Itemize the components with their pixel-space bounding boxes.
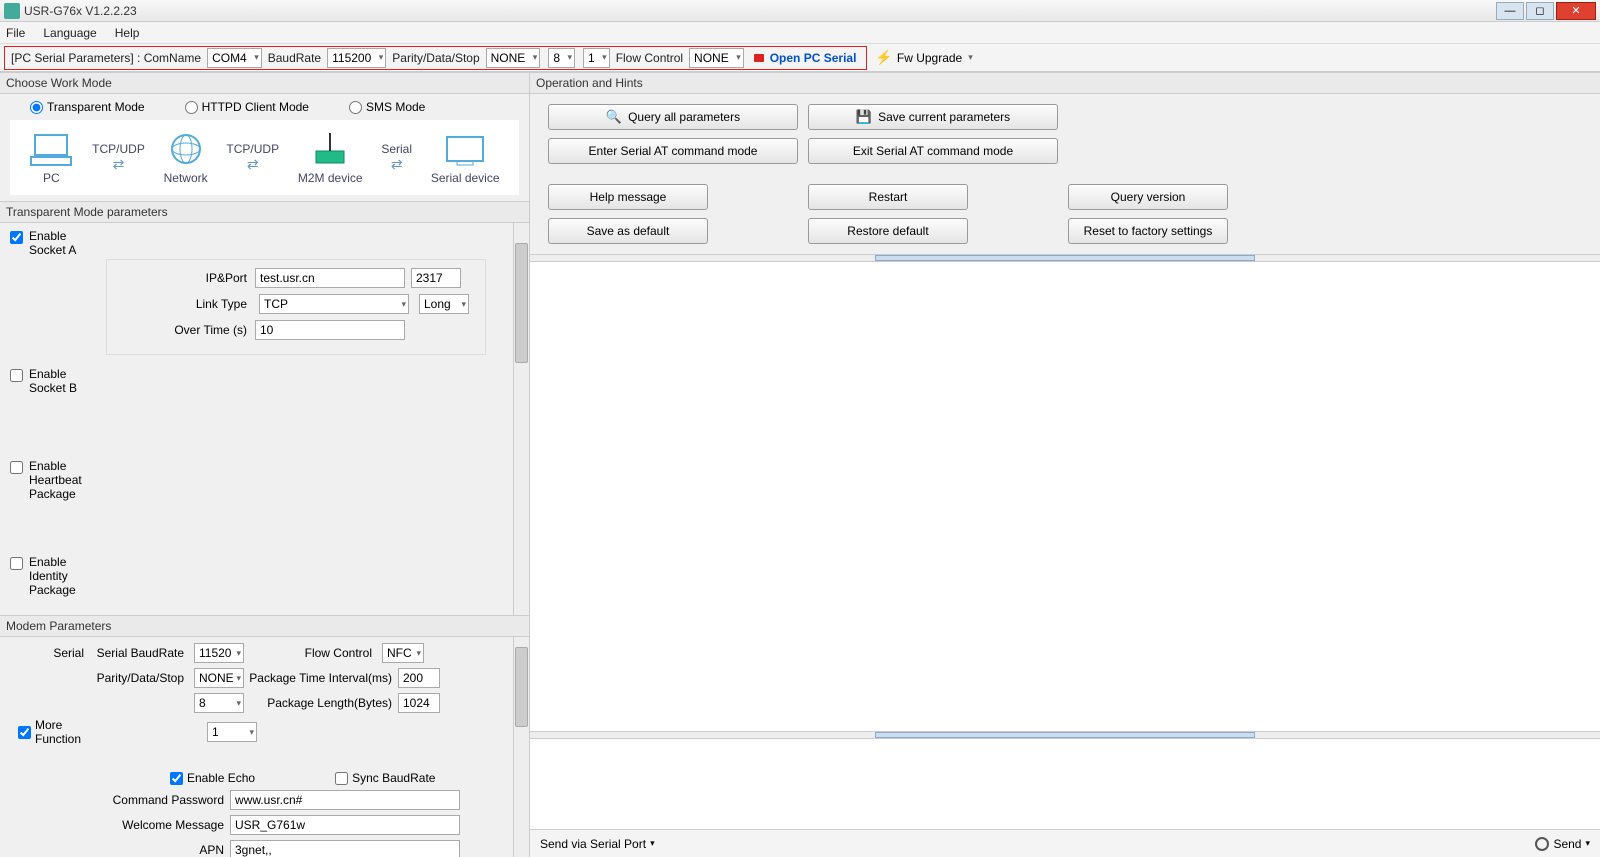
send-button[interactable]: Send ▾: [1535, 837, 1590, 851]
toolbar: [PC Serial Parameters] : ComName COM4 Ba…: [0, 44, 1600, 72]
cmd-password-input[interactable]: [230, 790, 460, 810]
flow-select[interactable]: NONE: [689, 48, 744, 68]
enter-at-button[interactable]: Enter Serial AT command mode: [548, 138, 798, 164]
app-icon: [4, 3, 20, 19]
serial-params-box: [PC Serial Parameters] : ComName COM4 Ba…: [4, 46, 867, 70]
sync-baud-check[interactable]: [335, 772, 348, 785]
send-text-area[interactable]: [530, 739, 1600, 829]
save-params-button[interactable]: 💾Save current parameters: [808, 104, 1058, 130]
welcome-input[interactable]: [230, 815, 460, 835]
log-area: [530, 262, 1600, 731]
titlebar: USR-G76x V1.2.2.23 — ◻ ✕: [0, 0, 1600, 22]
radio-transparent[interactable]: Transparent Mode: [30, 100, 145, 114]
enable-socket-a-check[interactable]: [10, 231, 23, 244]
radio-sms[interactable]: SMS Mode: [349, 100, 425, 114]
workmode-header: Choose Work Mode: [0, 72, 529, 94]
parity-select[interactable]: NONE: [486, 48, 541, 68]
ip-input[interactable]: [255, 268, 405, 288]
baud-select[interactable]: 115200: [327, 48, 386, 68]
serial-baud-select[interactable]: 11520: [194, 643, 244, 663]
more-function-check[interactable]: [18, 726, 31, 739]
menubar: File Language Help: [0, 22, 1600, 44]
workmode-diagram: PC TCP/UDP⇄ Network TCP/UDP⇄ M2M device …: [10, 120, 519, 195]
search-icon: 🔍: [606, 109, 622, 125]
modem-header: Modem Parameters: [0, 615, 529, 637]
radio-httpd[interactable]: HTTPD Client Mode: [185, 100, 309, 114]
send-icon: [1535, 837, 1549, 851]
query-all-button[interactable]: 🔍Query all parameters: [548, 104, 798, 130]
baud-label: BaudRate: [268, 51, 321, 65]
overtime-input[interactable]: [255, 320, 405, 340]
pkg-length-input[interactable]: [398, 693, 440, 713]
ops-header: Operation and Hints: [530, 72, 1600, 94]
restore-default-button[interactable]: Restore default: [808, 218, 968, 244]
modem-data-select[interactable]: 8: [194, 693, 244, 713]
serial-status-icon: [754, 54, 764, 62]
menu-file[interactable]: File: [6, 26, 25, 40]
maximize-button[interactable]: ◻: [1526, 2, 1554, 20]
ops-scrollbar[interactable]: [1582, 104, 1598, 254]
factory-reset-button[interactable]: Reset to factory settings: [1068, 218, 1228, 244]
pds-label: Parity/Data/Stop: [392, 51, 479, 65]
modem-stop-select[interactable]: 1: [207, 722, 257, 742]
enable-socket-b-check[interactable]: [10, 369, 23, 382]
menu-help[interactable]: Help: [115, 26, 140, 40]
save-default-button[interactable]: Save as default: [548, 218, 708, 244]
window-title: USR-G76x V1.2.2.23: [24, 4, 1494, 18]
pcserial-label: [PC Serial Parameters] : ComName: [11, 51, 201, 65]
enable-identity-check[interactable]: [10, 557, 23, 570]
restart-button[interactable]: Restart: [808, 184, 968, 210]
fw-upgrade-button[interactable]: ⚡ Fw Upgrade ▾: [875, 49, 972, 66]
modem-scrollbar[interactable]: [513, 637, 529, 857]
send-via-select[interactable]: Send via Serial Port▾: [540, 837, 655, 851]
tpparams-header: Transparent Mode parameters: [0, 201, 529, 223]
port-input[interactable]: [411, 268, 461, 288]
apn-input[interactable]: [230, 840, 460, 857]
enable-heartbeat-check[interactable]: [10, 461, 23, 474]
data-select[interactable]: 8: [548, 48, 575, 68]
splitter-top[interactable]: [530, 254, 1600, 262]
save-icon: 💾: [856, 109, 872, 125]
minimize-button[interactable]: —: [1496, 2, 1524, 20]
tp-scrollbar[interactable]: [513, 223, 529, 615]
linktype-select[interactable]: TCP: [259, 294, 409, 314]
version-button[interactable]: Query version: [1068, 184, 1228, 210]
open-serial-button[interactable]: Open PC Serial: [748, 51, 863, 65]
bolt-icon: ⚡: [875, 49, 892, 66]
long-select[interactable]: Long: [419, 294, 469, 314]
modem-parity-select[interactable]: NONE: [194, 668, 244, 688]
stop-select[interactable]: 1: [583, 48, 610, 68]
splitter-bottom[interactable]: [530, 731, 1600, 739]
help-button[interactable]: Help message: [548, 184, 708, 210]
menu-language[interactable]: Language: [43, 26, 96, 40]
comname-select[interactable]: COM4: [207, 48, 262, 68]
close-button[interactable]: ✕: [1556, 2, 1596, 20]
exit-at-button[interactable]: Exit Serial AT command mode: [808, 138, 1058, 164]
modem-flow-select[interactable]: NFC: [382, 643, 424, 663]
flow-label: Flow Control: [616, 51, 683, 65]
enable-echo-check[interactable]: [170, 772, 183, 785]
pkg-interval-input[interactable]: [398, 668, 440, 688]
